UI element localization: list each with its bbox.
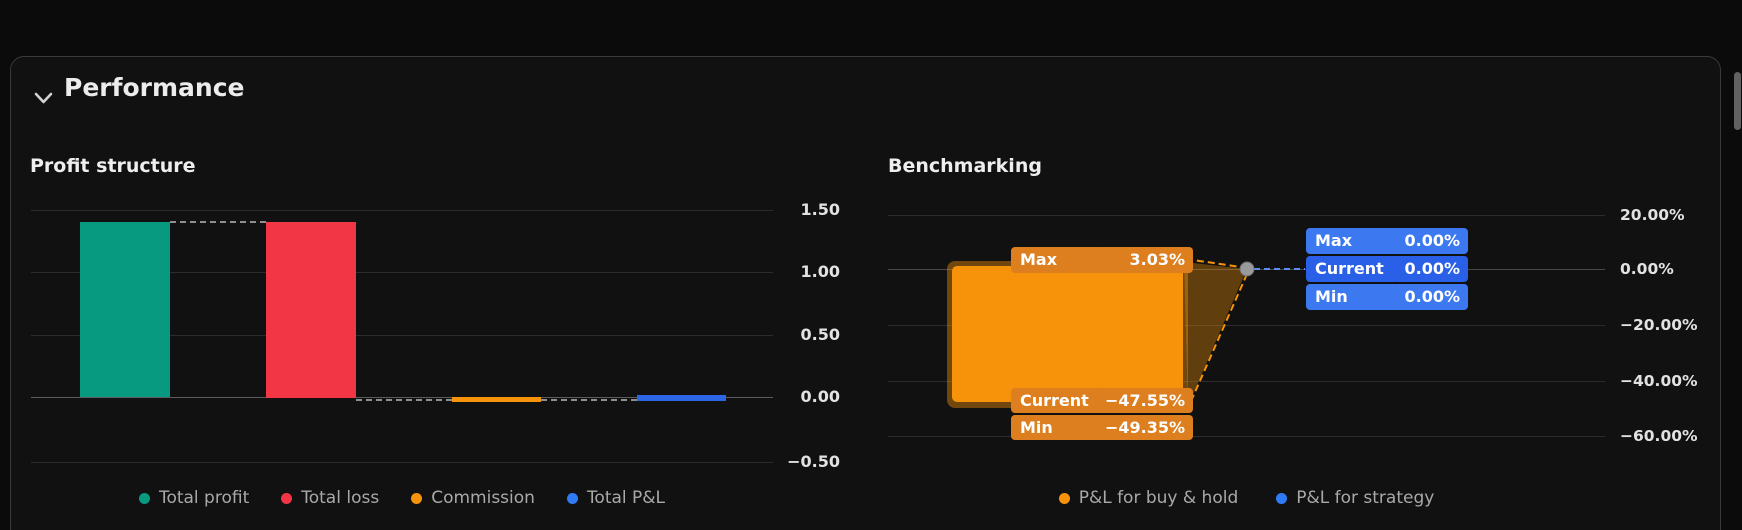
benchmarking-legend: P&L for buy & hold P&L for strategy — [888, 487, 1605, 509]
left-ytick: 1.00 — [800, 262, 840, 281]
buy-hold-dot-icon — [1058, 492, 1070, 504]
buy-hold-max-label: Max — [1011, 247, 1102, 273]
bar-total-profit — [80, 222, 170, 397]
buy-hold-max-value: 3.03% — [1096, 247, 1193, 273]
waterfall-connector — [356, 399, 452, 401]
buy-hold-current-value: −47.55% — [1096, 388, 1193, 413]
strategy-max-label: Max — [1306, 228, 1399, 254]
strategy-current-value: 0.00% — [1393, 256, 1468, 282]
total-loss-dot-icon — [281, 492, 293, 504]
legend-label: P&L for buy & hold — [1078, 488, 1239, 508]
right-ytick: −40.00% — [1620, 372, 1698, 390]
legend-item-commission[interactable]: Commission — [411, 488, 535, 508]
legend-label: Total loss — [301, 488, 380, 508]
strategy-dot-icon — [1276, 492, 1288, 504]
right-ytick: 20.00% — [1620, 206, 1685, 224]
left-ytick: 0.00 — [800, 387, 840, 406]
profit-structure-legend: Total profit Total loss Commission Total… — [31, 487, 773, 509]
commission-dot-icon — [411, 492, 423, 504]
buy-hold-min-value: −49.35% — [1096, 415, 1193, 440]
legend-item-buy-hold[interactable]: P&L for buy & hold — [1058, 488, 1239, 508]
legend-item-total-pnl[interactable]: Total P&L — [566, 488, 666, 508]
bar-total-pnl — [637, 395, 726, 401]
left-ytick: 0.50 — [800, 325, 840, 344]
buy-hold-current-label: Current — [1011, 388, 1102, 413]
bar-total-loss — [266, 222, 356, 398]
strategy-max-value: 0.00% — [1393, 228, 1468, 254]
chevron-down-icon[interactable] — [33, 90, 54, 106]
waterfall-connector — [541, 399, 637, 401]
left-zero-line — [31, 397, 773, 398]
legend-item-total-loss[interactable]: Total loss — [281, 488, 379, 508]
left-ytick: −0.50 — [787, 452, 840, 471]
right-gridline-20 — [888, 215, 1605, 216]
vertical-scrollbar-thumb[interactable] — [1734, 72, 1741, 130]
left-gridline-0-50 — [31, 335, 773, 336]
left-ytick: 1.50 — [800, 200, 840, 219]
left-gridline-1-00 — [31, 272, 773, 273]
left-gridline-1-50 — [31, 210, 773, 211]
section-title-performance[interactable]: Performance — [64, 73, 245, 102]
legend-item-total-profit[interactable]: Total profit — [138, 488, 250, 508]
left-gridline-neg-0-50 — [31, 462, 773, 463]
legend-label: Total P&L — [586, 488, 666, 508]
legend-label: Commission — [431, 488, 535, 508]
total-pnl-dot-icon — [566, 492, 578, 504]
legend-label: Total profit — [158, 488, 250, 508]
strategy-min-value: 0.00% — [1393, 284, 1468, 310]
buy-hold-area-fill — [952, 266, 1183, 402]
legend-item-strategy[interactable]: P&L for strategy — [1276, 488, 1434, 508]
right-ytick: −20.00% — [1620, 316, 1698, 334]
strategy-current-label: Current — [1306, 256, 1399, 282]
chart-title-benchmarking: Benchmarking — [888, 155, 1042, 177]
legend-label: P&L for strategy — [1296, 488, 1435, 508]
bar-commission — [452, 397, 541, 402]
buy-hold-min-label: Min — [1011, 415, 1102, 440]
waterfall-connector — [170, 221, 266, 223]
strategy-min-label: Min — [1306, 284, 1399, 310]
right-ytick: 0.00% — [1620, 260, 1674, 278]
chart-title-profit-structure: Profit structure — [30, 155, 196, 177]
right-gridline-neg-60 — [888, 436, 1605, 437]
right-ytick: −60.00% — [1620, 427, 1698, 445]
total-profit-dot-icon — [138, 492, 150, 504]
